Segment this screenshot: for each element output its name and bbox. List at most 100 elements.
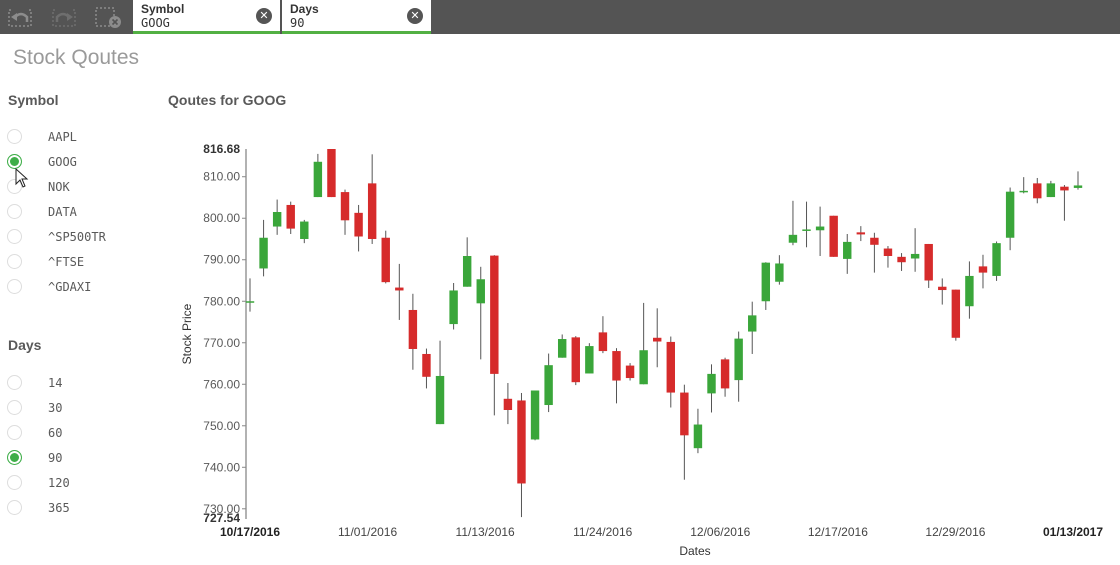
candle-body bbox=[856, 232, 866, 235]
candle-body bbox=[435, 375, 445, 425]
y-tick-label: 730.00 bbox=[203, 502, 240, 516]
symbol-option[interactable]: ^FTSE bbox=[7, 252, 157, 272]
symbol-option-label: DATA bbox=[48, 205, 77, 219]
symbol-option[interactable]: NOK bbox=[7, 177, 157, 197]
candle-body bbox=[625, 365, 635, 379]
filter-chip-symbol-label: Symbol bbox=[141, 2, 185, 16]
clear-filter-icon[interactable]: ✕ bbox=[407, 8, 423, 24]
days-option-label: 60 bbox=[48, 426, 63, 440]
candle-body bbox=[748, 315, 757, 332]
filter-chip-days[interactable]: Days 90 ✕ bbox=[282, 0, 431, 34]
clear-selections-icon[interactable] bbox=[95, 6, 121, 28]
candle-body bbox=[313, 161, 323, 198]
candle-body bbox=[503, 398, 513, 411]
candle-body bbox=[775, 263, 784, 282]
candle-body bbox=[1060, 186, 1069, 191]
x-tick-label: 11/24/2016 bbox=[573, 525, 632, 539]
days-panel-title: Days bbox=[8, 337, 42, 353]
y-max-label: 816.68 bbox=[203, 142, 240, 156]
radio-button[interactable] bbox=[7, 500, 22, 515]
radio-button[interactable] bbox=[7, 179, 22, 194]
candle-body bbox=[340, 192, 350, 221]
x-axis-title: Dates bbox=[679, 544, 710, 558]
candle-body bbox=[992, 243, 1001, 276]
days-option[interactable]: 30 bbox=[7, 398, 157, 418]
radio-button[interactable] bbox=[7, 375, 22, 390]
candle-body bbox=[707, 373, 716, 394]
symbol-option[interactable]: ^GDAXI bbox=[7, 277, 157, 297]
candle-body bbox=[517, 400, 526, 484]
days-option[interactable]: 365 bbox=[7, 498, 157, 518]
radio-button[interactable] bbox=[7, 279, 22, 294]
days-option[interactable]: 120 bbox=[7, 473, 157, 493]
days-option-label: 120 bbox=[48, 476, 70, 490]
candle-body bbox=[490, 255, 499, 374]
y-tick-label: 780.00 bbox=[203, 294, 240, 308]
x-tick-label: 11/13/2016 bbox=[456, 525, 515, 539]
candle-body bbox=[1019, 190, 1028, 193]
symbol-option[interactable]: DATA bbox=[7, 202, 157, 222]
candle-body bbox=[680, 392, 689, 436]
candle-body bbox=[910, 253, 920, 259]
x-tick-label: 01/13/2017 bbox=[1043, 525, 1103, 539]
filter-chip-symbol[interactable]: Symbol GOOG ✕ bbox=[133, 0, 280, 34]
radio-button[interactable] bbox=[7, 475, 22, 490]
radio-button[interactable] bbox=[7, 450, 22, 465]
symbol-option-label: GOOG bbox=[48, 155, 77, 169]
candle-body bbox=[653, 337, 662, 342]
candle-body bbox=[666, 341, 675, 393]
symbol-option-label: ^SP500TR bbox=[48, 230, 106, 244]
symbol-option-label: NOK bbox=[48, 180, 70, 194]
candle-body bbox=[598, 332, 608, 352]
selection-bar bbox=[133, 31, 155, 34]
clear-filter-icon[interactable]: ✕ bbox=[256, 8, 272, 24]
candlestick-chart[interactable]: 730.00 740.00 750.00 760.00 770.00 780.00 790.… bbox=[170, 140, 1115, 565]
radio-button[interactable] bbox=[7, 229, 22, 244]
radio-button[interactable] bbox=[7, 129, 22, 144]
candle-body bbox=[802, 229, 811, 231]
candle-body bbox=[1073, 185, 1083, 188]
mouse-cursor-icon bbox=[15, 168, 29, 188]
x-tick-label: 12/06/2016 bbox=[690, 525, 750, 539]
days-option-label: 14 bbox=[48, 376, 63, 390]
y-tick-label: 740.00 bbox=[203, 460, 240, 474]
symbol-option[interactable]: ^SP500TR bbox=[7, 227, 157, 247]
candle-body bbox=[612, 351, 621, 381]
candle-body bbox=[965, 275, 974, 307]
y-axis-title: Stock Price bbox=[180, 303, 194, 364]
candle-body bbox=[761, 262, 771, 302]
candle-body bbox=[272, 212, 282, 227]
x-tick-label: 12/17/2016 bbox=[808, 525, 868, 539]
radio-button[interactable] bbox=[7, 425, 22, 440]
symbol-option-label: AAPL bbox=[48, 130, 77, 144]
y-tick-label: 790.00 bbox=[203, 253, 240, 267]
radio-button[interactable] bbox=[7, 204, 22, 219]
candle-body bbox=[300, 221, 309, 239]
symbol-option[interactable]: GOOG bbox=[7, 152, 157, 172]
symbol-panel-title: Symbol bbox=[8, 92, 59, 108]
symbol-option-label: ^GDAXI bbox=[48, 280, 92, 294]
smart-search-back-icon[interactable] bbox=[7, 6, 33, 28]
days-option-label: 30 bbox=[48, 401, 63, 415]
candle-body bbox=[870, 237, 879, 245]
candle-body bbox=[476, 279, 485, 304]
days-option[interactable]: 60 bbox=[7, 423, 157, 443]
forward-step-icon[interactable] bbox=[51, 6, 77, 28]
days-option[interactable]: 14 bbox=[7, 373, 157, 393]
candle-body bbox=[829, 215, 838, 257]
candle-body bbox=[734, 338, 743, 381]
candle-body bbox=[530, 390, 540, 440]
days-option[interactable]: 90 bbox=[7, 448, 157, 468]
x-tick-label: 11/01/2016 bbox=[338, 525, 397, 539]
radio-button[interactable] bbox=[7, 254, 22, 269]
candle-body bbox=[327, 149, 336, 198]
symbol-option[interactable]: AAPL bbox=[7, 127, 157, 147]
candle-body bbox=[408, 309, 418, 349]
candle-body bbox=[897, 256, 906, 263]
radio-button[interactable] bbox=[7, 400, 22, 415]
candle-body bbox=[938, 286, 947, 291]
y-min-label: 727.54 bbox=[203, 511, 240, 525]
candle-body bbox=[395, 287, 404, 291]
candle-body bbox=[693, 424, 703, 449]
radio-button[interactable] bbox=[7, 154, 22, 169]
